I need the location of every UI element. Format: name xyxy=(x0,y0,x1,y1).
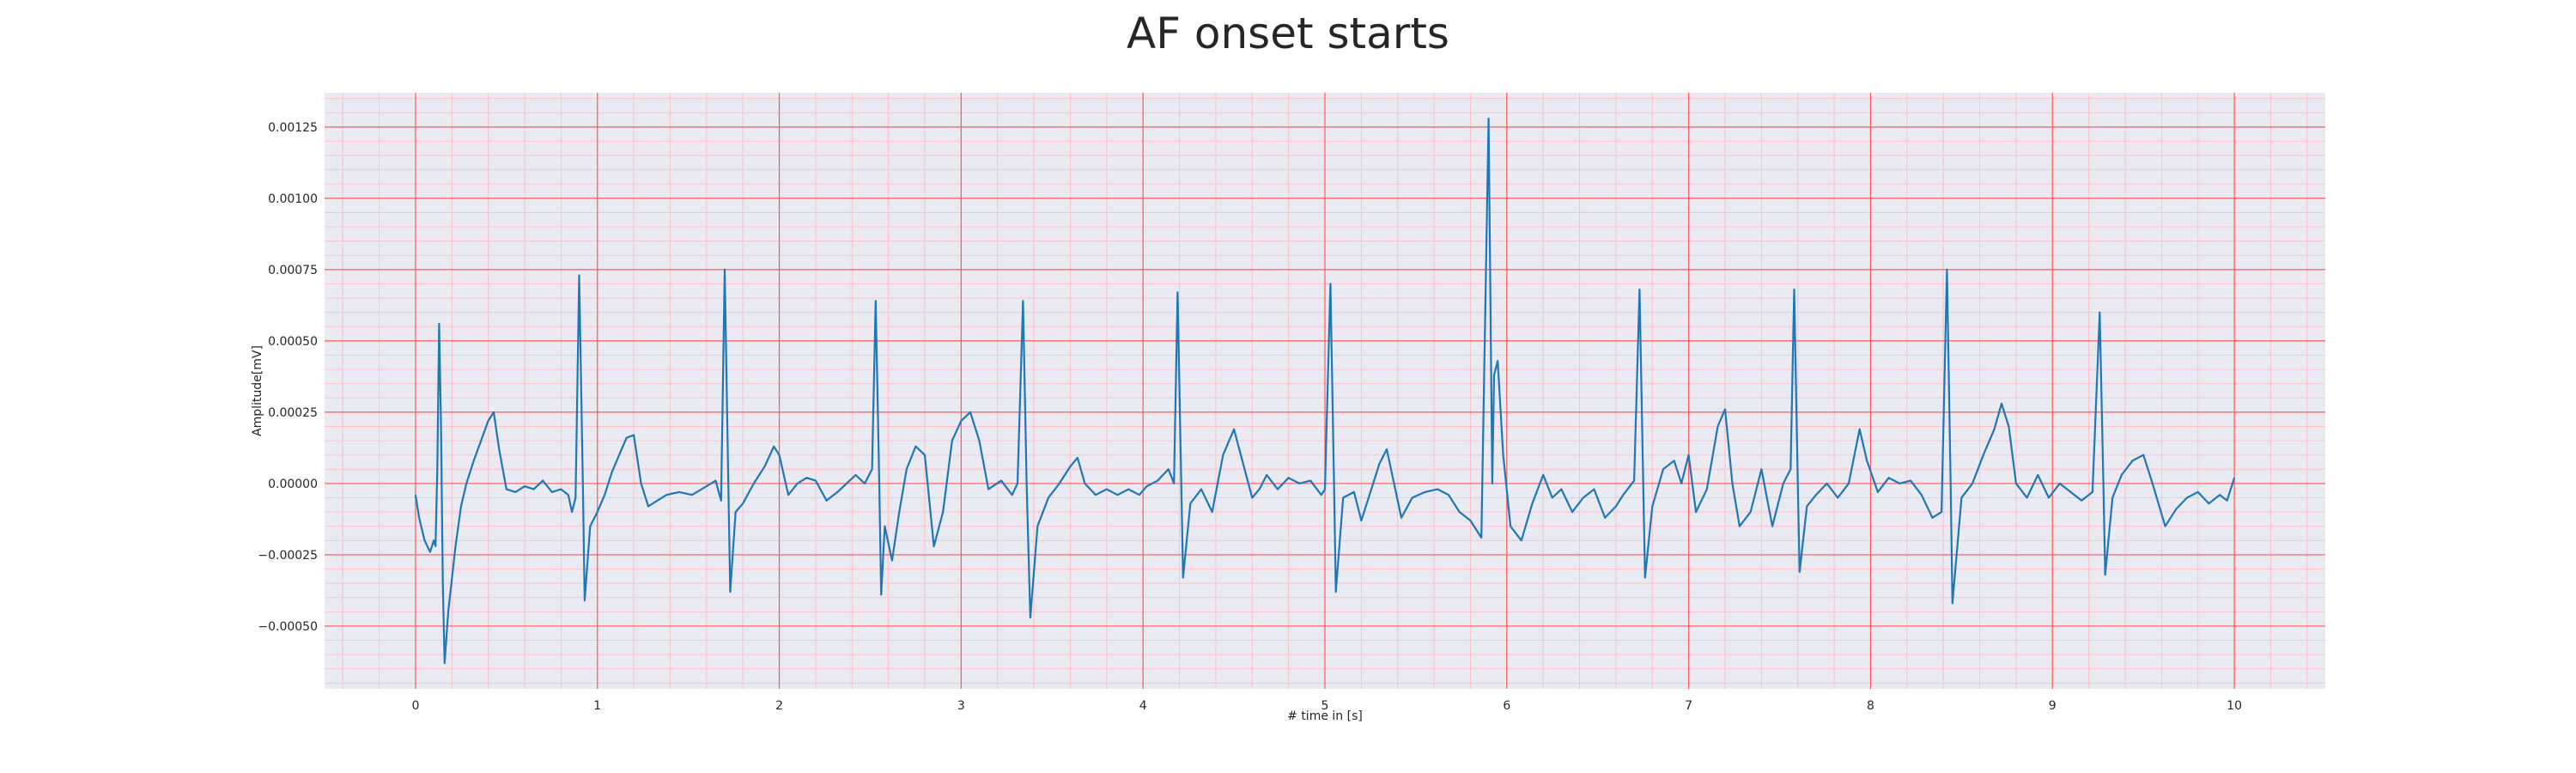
x-tick-label: 4 xyxy=(1139,699,1147,713)
x-tick-label: 5 xyxy=(1321,699,1329,713)
y-tick-label: −0.00025 xyxy=(258,549,318,563)
x-tick-label: 6 xyxy=(1503,699,1510,713)
y-tick-label: 0.00000 xyxy=(268,478,318,491)
x-tick-label: 10 xyxy=(2227,699,2242,713)
y-tick-label: 0.00125 xyxy=(268,121,318,135)
x-tick-label: 9 xyxy=(2049,699,2057,713)
y-tick-label: 0.00075 xyxy=(268,264,318,277)
x-tick-label: 2 xyxy=(775,699,783,713)
y-tick-label: −0.00050 xyxy=(258,620,318,634)
y-axis: −0.00050 −0.00025 0.00000 0.00025 0.00050 0.0… xyxy=(258,121,318,634)
x-tick-label: 7 xyxy=(1685,699,1692,713)
x-tick-label: 1 xyxy=(593,699,601,713)
x-axis: 0 1 2 3 4 5 6 7 8 9 10 xyxy=(411,699,2242,713)
y-axis-label: Amplitude[mV] xyxy=(251,345,264,436)
ecg-signal-line xyxy=(414,117,2236,665)
y-tick-label: 0.00050 xyxy=(268,335,318,349)
x-axis-label: # time in [s] xyxy=(1287,709,1363,723)
y-tick-label: 0.00025 xyxy=(268,406,318,420)
x-tick-label: 3 xyxy=(957,699,965,713)
y-tick-label: 0.00100 xyxy=(268,192,318,206)
series-layer xyxy=(414,117,2236,665)
chart-title: AF onset starts xyxy=(1127,9,1449,58)
x-tick-label: 8 xyxy=(1867,699,1874,713)
x-tick-label: 0 xyxy=(411,699,419,713)
